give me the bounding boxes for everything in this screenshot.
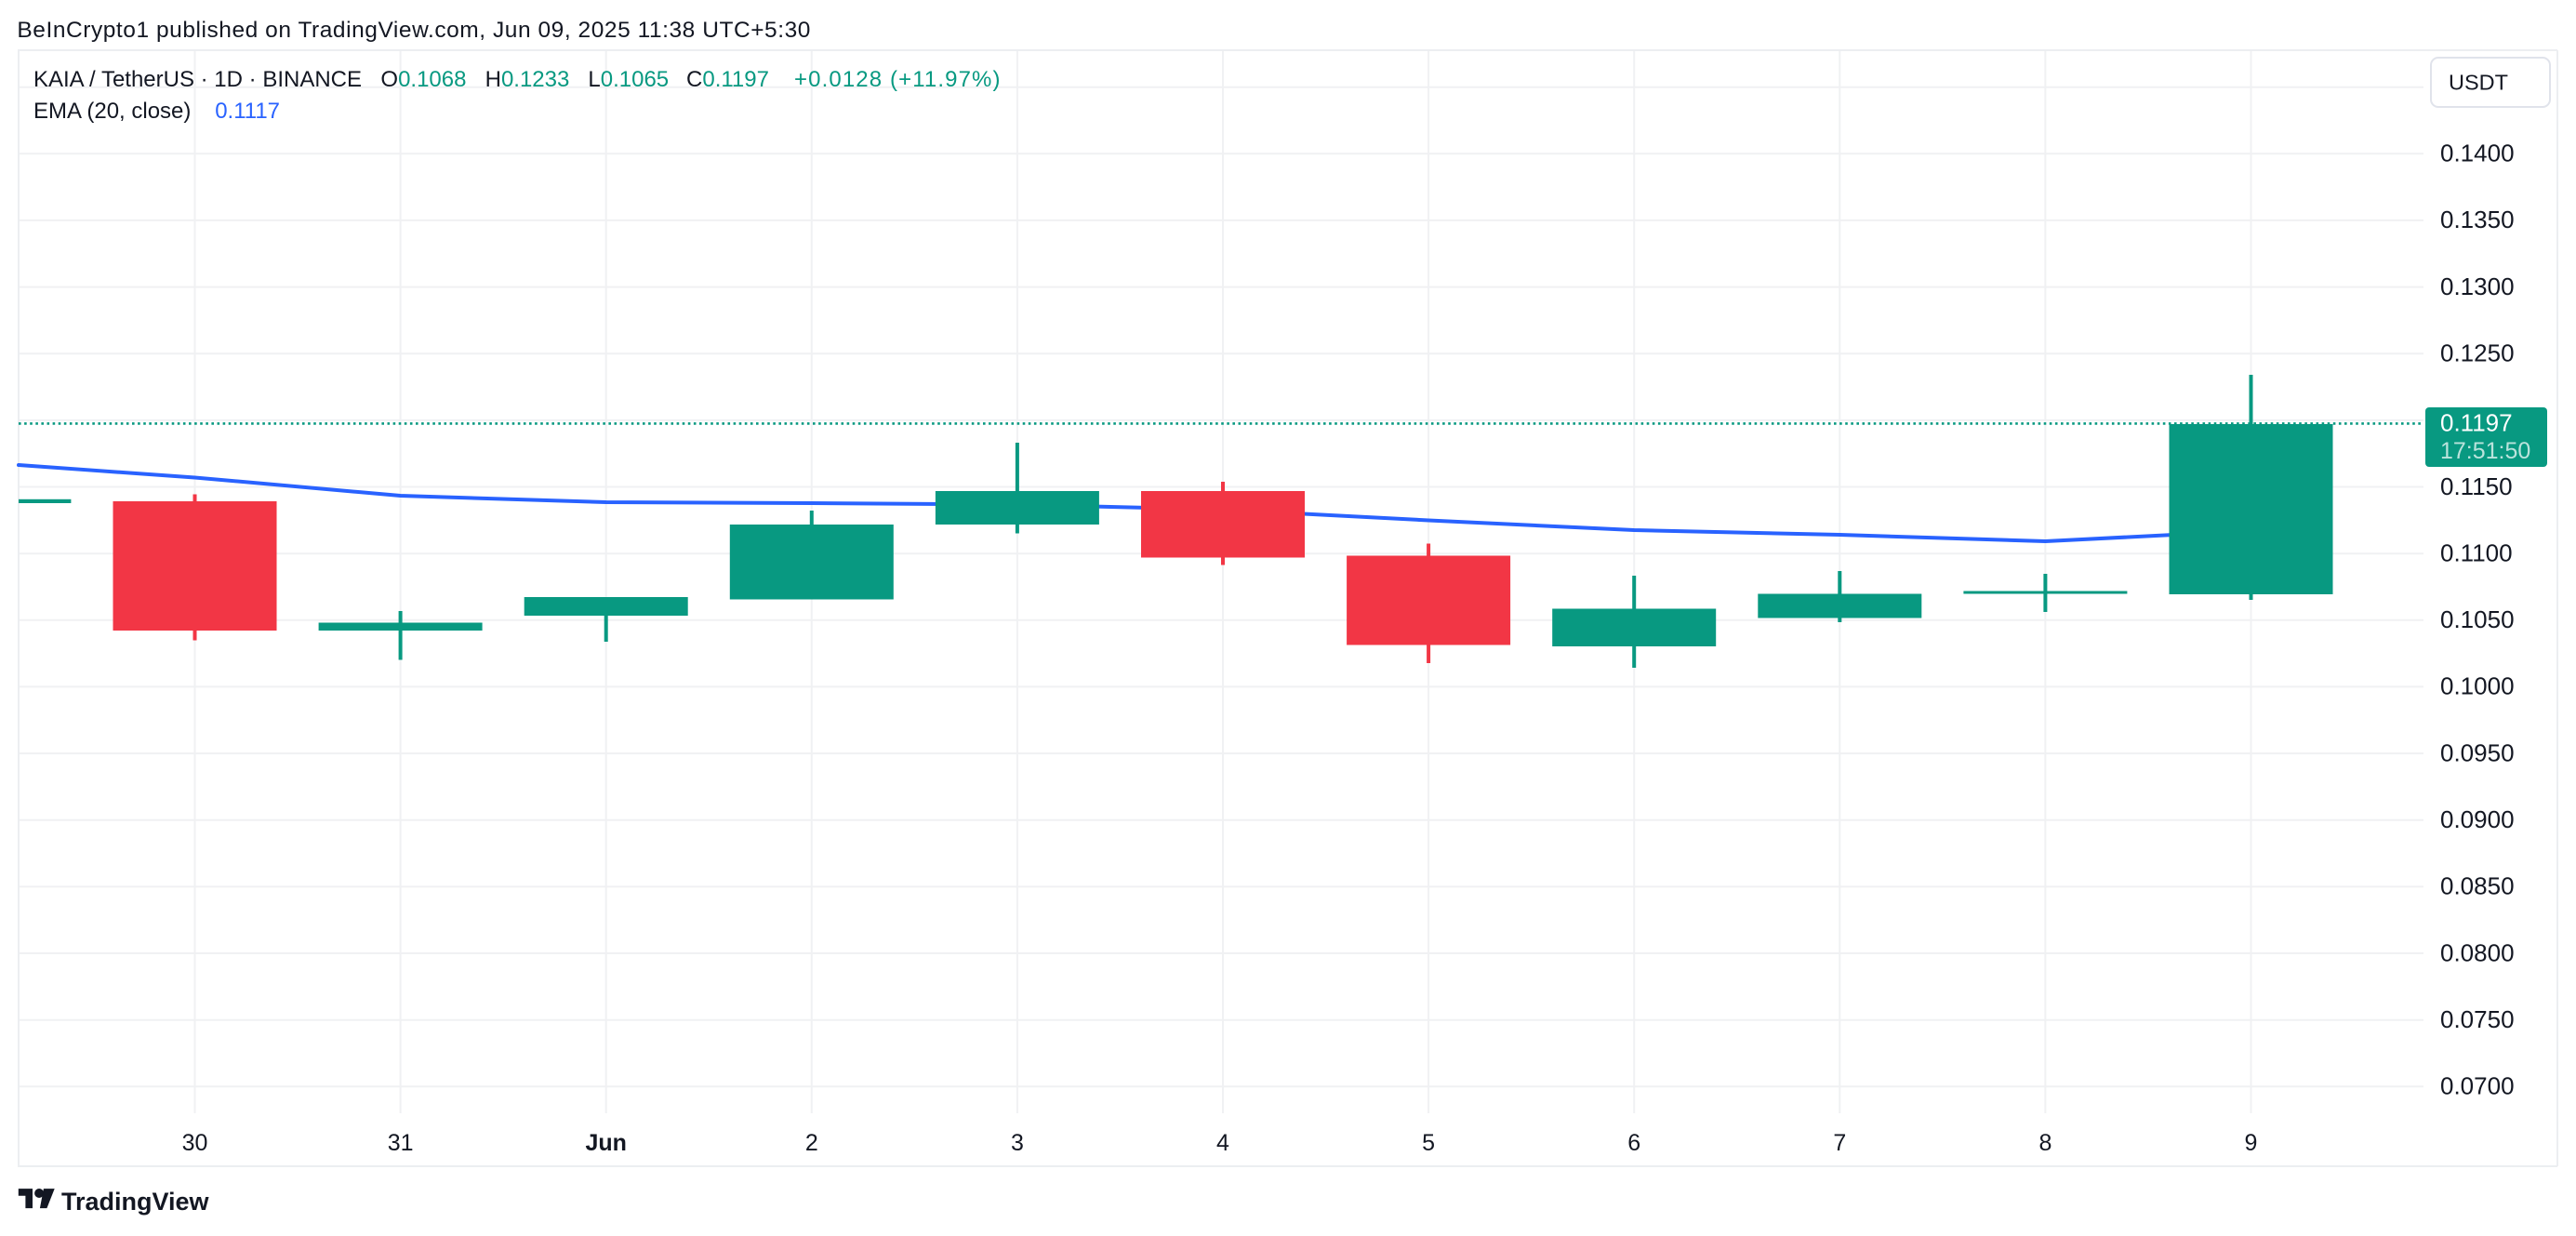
svg-text:0.1100: 0.1100 [2440,539,2513,567]
svg-text:6: 6 [1627,1130,1640,1156]
svg-text:USDT: USDT [2449,71,2508,95]
svg-text:5: 5 [1422,1130,1435,1156]
svg-text:2: 2 [805,1130,818,1156]
svg-text:BeInCrypto1 published on Tradi: BeInCrypto1 published on TradingView.com… [17,18,811,43]
svg-text:17:51:50: 17:51:50 [2440,438,2530,464]
svg-text:0.0900: 0.0900 [2440,805,2515,833]
svg-text:TradingView: TradingView [61,1188,210,1216]
svg-text:0.0700: 0.0700 [2440,1072,2515,1100]
svg-text:0.1050: 0.1050 [2440,605,2515,633]
svg-text:0.1350: 0.1350 [2440,206,2515,233]
svg-text:0.1150: 0.1150 [2440,472,2513,500]
svg-text:3: 3 [1011,1130,1024,1156]
svg-text:31: 31 [388,1130,414,1156]
svg-text:4: 4 [1216,1130,1229,1156]
svg-text:0.0800: 0.0800 [2440,938,2515,966]
svg-text:EMA (20, close)0.1117: EMA (20, close) 0.1117 [33,99,280,124]
svg-text:30: 30 [182,1130,208,1156]
svg-text:0.0750: 0.0750 [2440,1005,2515,1033]
svg-text:0.1300: 0.1300 [2440,272,2515,300]
svg-text:7: 7 [1833,1130,1846,1156]
svg-text:0.1197: 0.1197 [2440,408,2513,436]
svg-text:0.0950: 0.0950 [2440,738,2515,766]
svg-text:0.0850: 0.0850 [2440,872,2515,900]
svg-text:0.1400: 0.1400 [2440,140,2515,167]
svg-text:9: 9 [2245,1130,2258,1156]
svg-text:0.1250: 0.1250 [2440,339,2515,367]
svg-text:0.1000: 0.1000 [2440,672,2515,700]
svg-text:KAIA / TetherUS · 1D · BINANCE: KAIA / TetherUS · 1D · BINANCE O0.1068 H0.… [33,67,1001,92]
svg-text:Jun: Jun [585,1130,626,1156]
svg-text:8: 8 [2038,1130,2052,1156]
